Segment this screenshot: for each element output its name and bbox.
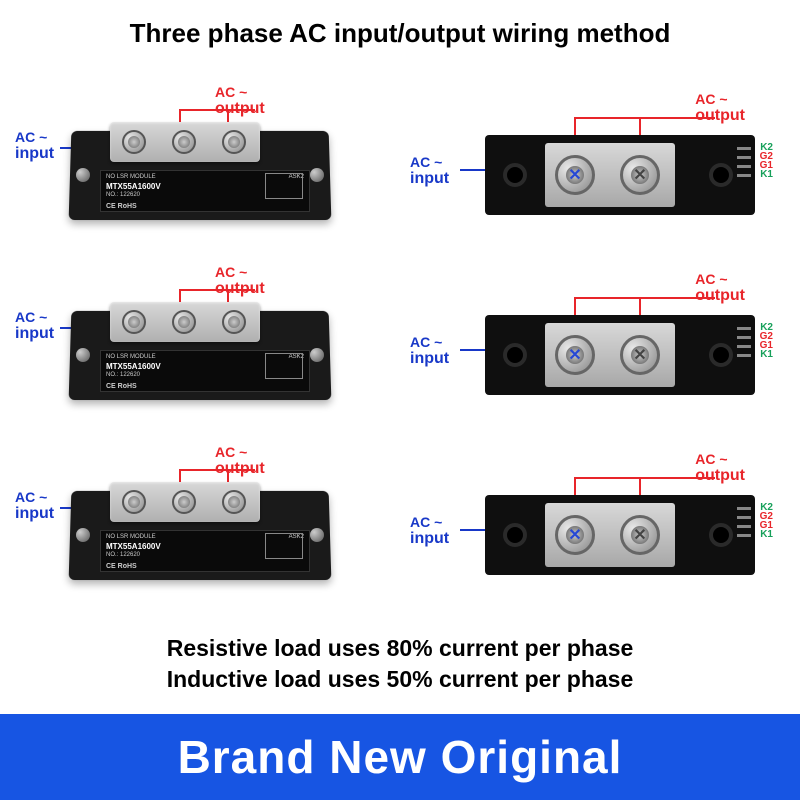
mount-screw xyxy=(76,168,90,182)
module-label-panel: NO LSR MODULE ASK2 MTX55A1600V NO.: 1226… xyxy=(100,170,310,212)
input-label: AC ~input xyxy=(15,310,54,343)
terminal-bolt xyxy=(122,130,146,154)
terminal-output xyxy=(620,155,660,195)
module-grid: AC ~input AC ~output NO LSR MODULE ASK2 … xyxy=(20,70,780,600)
input-label: AC ~input xyxy=(15,130,54,163)
pin-k1: K1 xyxy=(760,169,773,180)
load-notes: Resistive load uses 80% current per phas… xyxy=(0,633,800,695)
module-top-view: K2G2G1K1 xyxy=(485,495,755,575)
mount-hole xyxy=(503,163,527,187)
page-title: Three phase AC input/output wiring metho… xyxy=(0,18,800,49)
cell-right-2: AC ~input AC ~output K2G2G1K1 xyxy=(415,250,780,420)
terminal-input xyxy=(555,155,595,195)
module-perspective: NO LSR MODULEASK2MTX55A1600VNO.: 122620C… xyxy=(70,310,330,400)
mount-hole xyxy=(709,163,733,187)
module-perspective: NO LSR MODULEASK2MTX55A1600VNO.: 122620C… xyxy=(70,490,330,580)
circuit-diagram-icon xyxy=(265,173,303,199)
cell-right-1: AC ~input AC ~output K2 G2 G1 K1 xyxy=(415,70,780,240)
cell-right-3: AC ~input AC ~output K2G2G1K1 xyxy=(415,430,780,600)
brand-banner: Brand New Original xyxy=(0,714,800,800)
input-label: AC ~input xyxy=(410,155,449,188)
input-label: AC ~input xyxy=(410,335,449,368)
output-label: AC ~output xyxy=(215,85,265,118)
cell-left-3: AC ~input AC ~output NO LSR MODULEASK2MT… xyxy=(20,430,385,600)
input-label: AC ~input xyxy=(15,490,54,523)
output-label: AC ~output xyxy=(695,452,745,485)
module-top-view: K2G2G1K1 xyxy=(485,315,755,395)
cell-left-1: AC ~input AC ~output NO LSR MODULE ASK2 … xyxy=(20,70,385,240)
module-top-view: K2 G2 G1 K1 xyxy=(485,135,755,215)
terminal-bolt xyxy=(172,130,196,154)
output-label: AC ~output xyxy=(215,445,265,478)
module-perspective: NO LSR MODULE ASK2 MTX55A1600V NO.: 1226… xyxy=(70,130,330,220)
input-label: AC ~input xyxy=(410,515,449,548)
module-label-panel: NO LSR MODULEASK2MTX55A1600VNO.: 122620C… xyxy=(100,530,310,572)
module-label-panel: NO LSR MODULEASK2MTX55A1600VNO.: 122620C… xyxy=(100,350,310,392)
terminal-bolt xyxy=(222,130,246,154)
output-label: AC ~output xyxy=(695,272,745,305)
output-label: AC ~output xyxy=(215,265,265,298)
control-pins: K2 G2 G1 K1 xyxy=(737,147,751,177)
mount-screw xyxy=(310,168,324,182)
output-label: AC ~output xyxy=(695,92,745,125)
cell-left-2: AC ~input AC ~output NO LSR MODULEASK2MT… xyxy=(20,250,385,420)
